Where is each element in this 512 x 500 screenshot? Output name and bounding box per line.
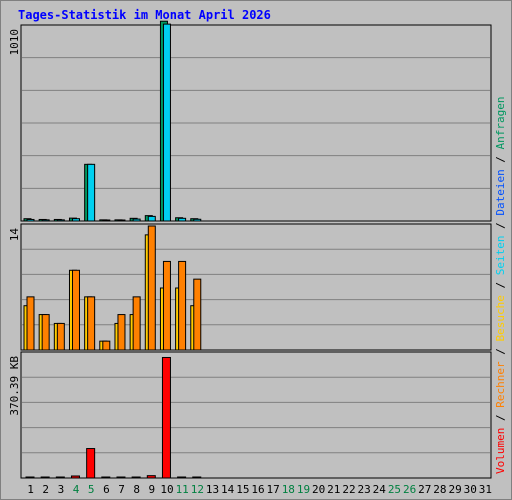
volume-panel-bar-volumen-day-7 bbox=[116, 476, 126, 479]
hits-panel-bar-dateien-day-1 bbox=[26, 218, 35, 222]
legend-item-7: / bbox=[494, 216, 507, 236]
day-label-18: 18 bbox=[282, 483, 295, 496]
visits-panel-bar-rechner-day-12 bbox=[193, 278, 202, 351]
day-label-31: 31 bbox=[479, 483, 492, 496]
legend-item-1: / bbox=[494, 408, 507, 428]
hits-panel-bar-dateien-day-8 bbox=[132, 218, 141, 222]
day-label-11: 11 bbox=[176, 483, 189, 496]
volume-panel-bar-volumen-day-9 bbox=[146, 475, 156, 479]
volume-panel-bar-volumen-day-1 bbox=[25, 476, 35, 479]
day-label-26: 26 bbox=[403, 483, 416, 496]
day-label-19: 19 bbox=[297, 483, 310, 496]
visits-panel-bar-rechner-day-9 bbox=[147, 225, 156, 351]
day-label-16: 16 bbox=[251, 483, 264, 496]
visits-panel-bar-rechner-day-1 bbox=[26, 296, 35, 351]
day-label-20: 20 bbox=[312, 483, 325, 496]
volume-panel-bar-volumen-day-6 bbox=[101, 476, 111, 479]
day-label-1: 1 bbox=[27, 483, 34, 496]
visits-panel-bar-rechner-day-8 bbox=[132, 296, 141, 351]
legend-item-10: Anfragen bbox=[494, 96, 507, 149]
legend-item-5: / bbox=[494, 275, 507, 295]
hits-panel-bar-dateien-day-12 bbox=[193, 218, 202, 222]
hits-panel-axis-max-label: 1010 bbox=[8, 29, 21, 56]
legend-item-9: / bbox=[494, 149, 507, 169]
volume-panel-bar-volumen-day-8 bbox=[131, 476, 141, 479]
day-label-3: 3 bbox=[58, 483, 65, 496]
legend-item-3: / bbox=[494, 342, 507, 362]
hits-panel-bar-dateien-day-9 bbox=[147, 215, 156, 222]
hits-panel-bar-dateien-day-10 bbox=[162, 23, 171, 222]
volume-panel-bar-volumen-day-2 bbox=[40, 476, 50, 479]
day-label-13: 13 bbox=[206, 483, 219, 496]
legend-item-2: Rechner bbox=[494, 361, 507, 408]
volume-panel-axis-max-label: 370.39 KB bbox=[8, 356, 21, 416]
legend-item-8: Dateien bbox=[494, 169, 507, 215]
visits-panel-bar-rechner-day-2 bbox=[41, 314, 50, 351]
day-label-9: 9 bbox=[149, 483, 156, 496]
visits-panel-axis-max-label: 14 bbox=[8, 228, 21, 242]
day-label-27: 27 bbox=[418, 483, 431, 496]
day-label-28: 28 bbox=[433, 483, 446, 496]
chart-legend: Volumen / Rechner / Besuche / Seiten / D… bbox=[494, 96, 507, 474]
visits-panel-bar-rechner-day-11 bbox=[178, 260, 187, 351]
visits-panel-bar-rechner-day-7 bbox=[117, 314, 126, 351]
volume-panel-bar-volumen-day-12 bbox=[192, 476, 202, 479]
day-label-14: 14 bbox=[221, 483, 235, 496]
day-label-15: 15 bbox=[236, 483, 249, 496]
visits-panel-bar-rechner-day-4 bbox=[71, 269, 80, 351]
legend-item-4: Besuche bbox=[494, 295, 507, 341]
day-label-29: 29 bbox=[448, 483, 461, 496]
day-label-30: 30 bbox=[464, 483, 477, 496]
day-label-23: 23 bbox=[358, 483, 371, 496]
day-label-8: 8 bbox=[133, 483, 140, 496]
legend-item-6: Seiten bbox=[494, 236, 507, 276]
hits-panel-bar-dateien-day-3 bbox=[56, 219, 65, 222]
day-label-7: 7 bbox=[118, 483, 125, 496]
hits-panel-bar-dateien-day-2 bbox=[41, 219, 50, 222]
visits-panel-bar-rechner-day-3 bbox=[56, 322, 65, 351]
hits-panel-bar-dateien-day-6 bbox=[102, 219, 111, 222]
hits-panel-bar-dateien-day-11 bbox=[178, 217, 187, 222]
visits-panel-bar-rechner-day-6 bbox=[102, 340, 111, 351]
day-label-12: 12 bbox=[191, 483, 204, 496]
hits-panel-bar-dateien-day-4 bbox=[71, 218, 80, 222]
hits-panel-bar-dateien-day-7 bbox=[117, 219, 126, 222]
visits-panel-bar-rechner-day-10 bbox=[162, 260, 171, 351]
volume-panel-bar-volumen-day-10 bbox=[161, 356, 171, 479]
volume-panel-bar-volumen-day-5 bbox=[86, 448, 96, 479]
day-label-6: 6 bbox=[103, 483, 110, 496]
volume-panel-plot-area bbox=[20, 351, 492, 479]
chart-title: Tages-Statistik im Monat April 2026 bbox=[18, 8, 271, 22]
volume-panel-bar-volumen-day-4 bbox=[70, 475, 80, 479]
day-label-2: 2 bbox=[42, 483, 49, 496]
day-label-21: 21 bbox=[327, 483, 340, 496]
day-label-24: 24 bbox=[373, 483, 387, 496]
visits-panel-plot-area bbox=[20, 223, 492, 351]
day-label-22: 22 bbox=[342, 483, 355, 496]
volume-panel-bar-volumen-day-11 bbox=[177, 476, 187, 479]
visits-panel-bar-rechner-day-5 bbox=[87, 296, 96, 351]
day-label-5: 5 bbox=[88, 483, 95, 496]
hits-panel-bar-dateien-day-5 bbox=[87, 163, 96, 222]
day-label-17: 17 bbox=[267, 483, 280, 496]
volume-panel-bar-volumen-day-3 bbox=[55, 476, 65, 479]
day-label-25: 25 bbox=[388, 483, 401, 496]
legend-item-0: Volumen bbox=[494, 428, 507, 474]
day-label-10: 10 bbox=[160, 483, 173, 496]
day-label-4: 4 bbox=[73, 483, 80, 496]
